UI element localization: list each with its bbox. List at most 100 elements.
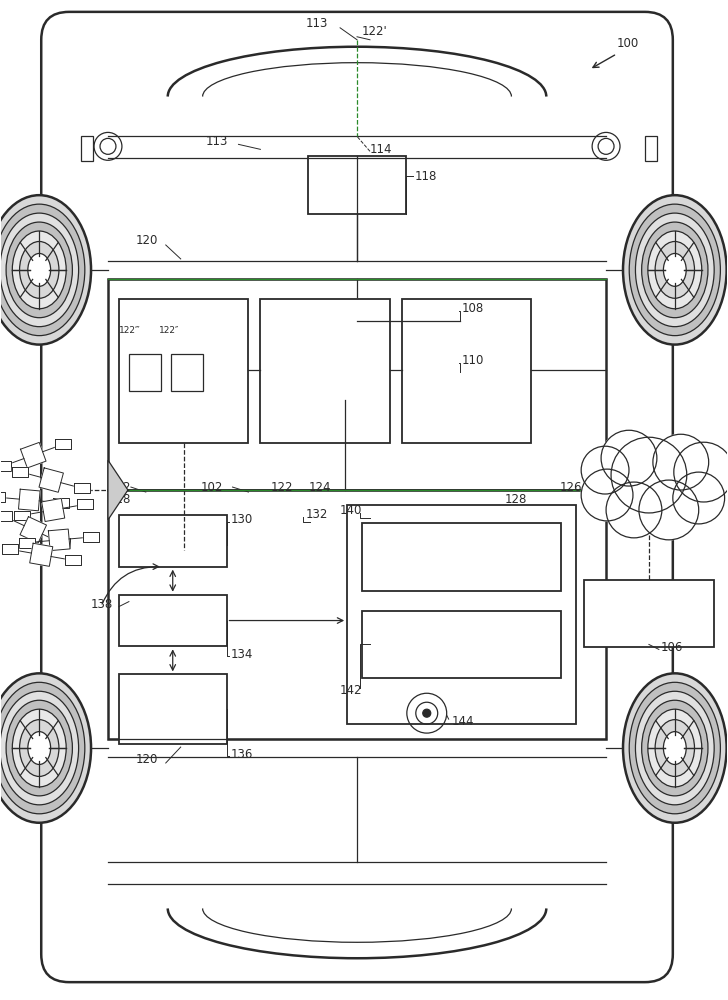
Polygon shape [20, 538, 36, 548]
Ellipse shape [623, 673, 727, 823]
Text: 116: 116 [4, 259, 26, 272]
Polygon shape [74, 483, 90, 493]
Bar [231, 353, 459, 400]
Text: 116: 116 [659, 259, 681, 272]
Text: 100: 100 [617, 37, 639, 50]
Bar [119, 674, 226, 744]
Polygon shape [14, 511, 30, 520]
Text: 116: 116 [4, 735, 26, 748]
Ellipse shape [648, 231, 702, 309]
Polygon shape [20, 517, 47, 543]
Ellipse shape [636, 691, 714, 805]
Ellipse shape [655, 720, 695, 776]
Text: 140: 140 [340, 504, 363, 517]
Circle shape [673, 472, 724, 524]
Text: 113: 113 [305, 17, 328, 30]
Bar [347, 505, 576, 724]
Text: 130: 130 [231, 513, 253, 526]
Bar [171, 354, 202, 391]
Text: 144: 144 [451, 715, 474, 728]
Ellipse shape [623, 195, 727, 345]
Text: 118: 118 [415, 170, 438, 183]
Bar [584, 580, 713, 647]
Ellipse shape [0, 673, 91, 823]
Text: 106: 106 [661, 641, 684, 654]
Ellipse shape [641, 700, 708, 796]
Polygon shape [606, 460, 626, 520]
Polygon shape [53, 498, 69, 508]
Circle shape [639, 480, 699, 540]
Polygon shape [20, 442, 46, 468]
Ellipse shape [594, 458, 704, 522]
Polygon shape [30, 543, 52, 566]
Polygon shape [0, 492, 6, 502]
Bar [362, 611, 561, 678]
Text: 122″: 122″ [159, 326, 179, 335]
Polygon shape [76, 499, 92, 509]
Text: 108: 108 [462, 302, 484, 315]
Ellipse shape [0, 682, 85, 814]
Ellipse shape [0, 691, 79, 805]
Circle shape [601, 430, 657, 486]
Ellipse shape [0, 213, 79, 327]
Bar [119, 299, 248, 443]
Ellipse shape [12, 231, 66, 309]
Text: 104: 104 [659, 439, 681, 452]
Text: 124: 124 [308, 481, 331, 494]
Text: 112: 112 [109, 481, 132, 494]
Ellipse shape [0, 195, 91, 345]
Text: 120: 120 [136, 753, 158, 766]
Text: 102: 102 [201, 481, 223, 494]
Polygon shape [108, 460, 128, 520]
Text: 128: 128 [109, 493, 131, 506]
Circle shape [423, 709, 431, 717]
Bar [261, 299, 390, 443]
Ellipse shape [641, 222, 708, 318]
Text: 122: 122 [270, 481, 293, 494]
Ellipse shape [0, 204, 85, 336]
Ellipse shape [12, 709, 66, 787]
Circle shape [653, 434, 708, 490]
Bar [231, 297, 459, 345]
Polygon shape [2, 544, 17, 554]
Bar [119, 515, 226, 567]
Ellipse shape [28, 732, 51, 764]
Polygon shape [39, 468, 63, 492]
Text: 120: 120 [136, 234, 158, 247]
Polygon shape [0, 461, 11, 471]
Bar [108, 279, 606, 490]
Circle shape [581, 446, 629, 494]
Ellipse shape [648, 709, 702, 787]
Polygon shape [48, 529, 70, 551]
Ellipse shape [20, 241, 59, 298]
Text: 122': 122' [362, 25, 388, 38]
Polygon shape [54, 538, 70, 548]
Text: 138: 138 [91, 598, 114, 611]
Bar [402, 299, 531, 443]
Polygon shape [65, 555, 81, 565]
Text: 110: 110 [462, 354, 484, 367]
Text: 136: 136 [231, 748, 253, 761]
Ellipse shape [663, 253, 687, 286]
Text: 128: 128 [505, 493, 527, 506]
Bar [362, 523, 561, 591]
Bar [645, 136, 657, 161]
Bar [81, 136, 93, 161]
Ellipse shape [20, 720, 59, 776]
Polygon shape [0, 511, 12, 521]
Text: 132: 132 [305, 508, 328, 521]
Polygon shape [12, 467, 28, 477]
Polygon shape [55, 439, 71, 449]
Ellipse shape [655, 241, 695, 298]
Ellipse shape [663, 732, 687, 764]
Circle shape [674, 442, 728, 502]
Bar [119, 595, 226, 646]
Ellipse shape [629, 204, 721, 336]
Ellipse shape [6, 700, 72, 796]
Polygon shape [83, 532, 99, 542]
Text: 142: 142 [340, 684, 363, 697]
Text: 134: 134 [231, 648, 253, 661]
Text: 122‴: 122‴ [119, 326, 141, 335]
FancyBboxPatch shape [41, 12, 673, 982]
Bar [308, 156, 405, 214]
